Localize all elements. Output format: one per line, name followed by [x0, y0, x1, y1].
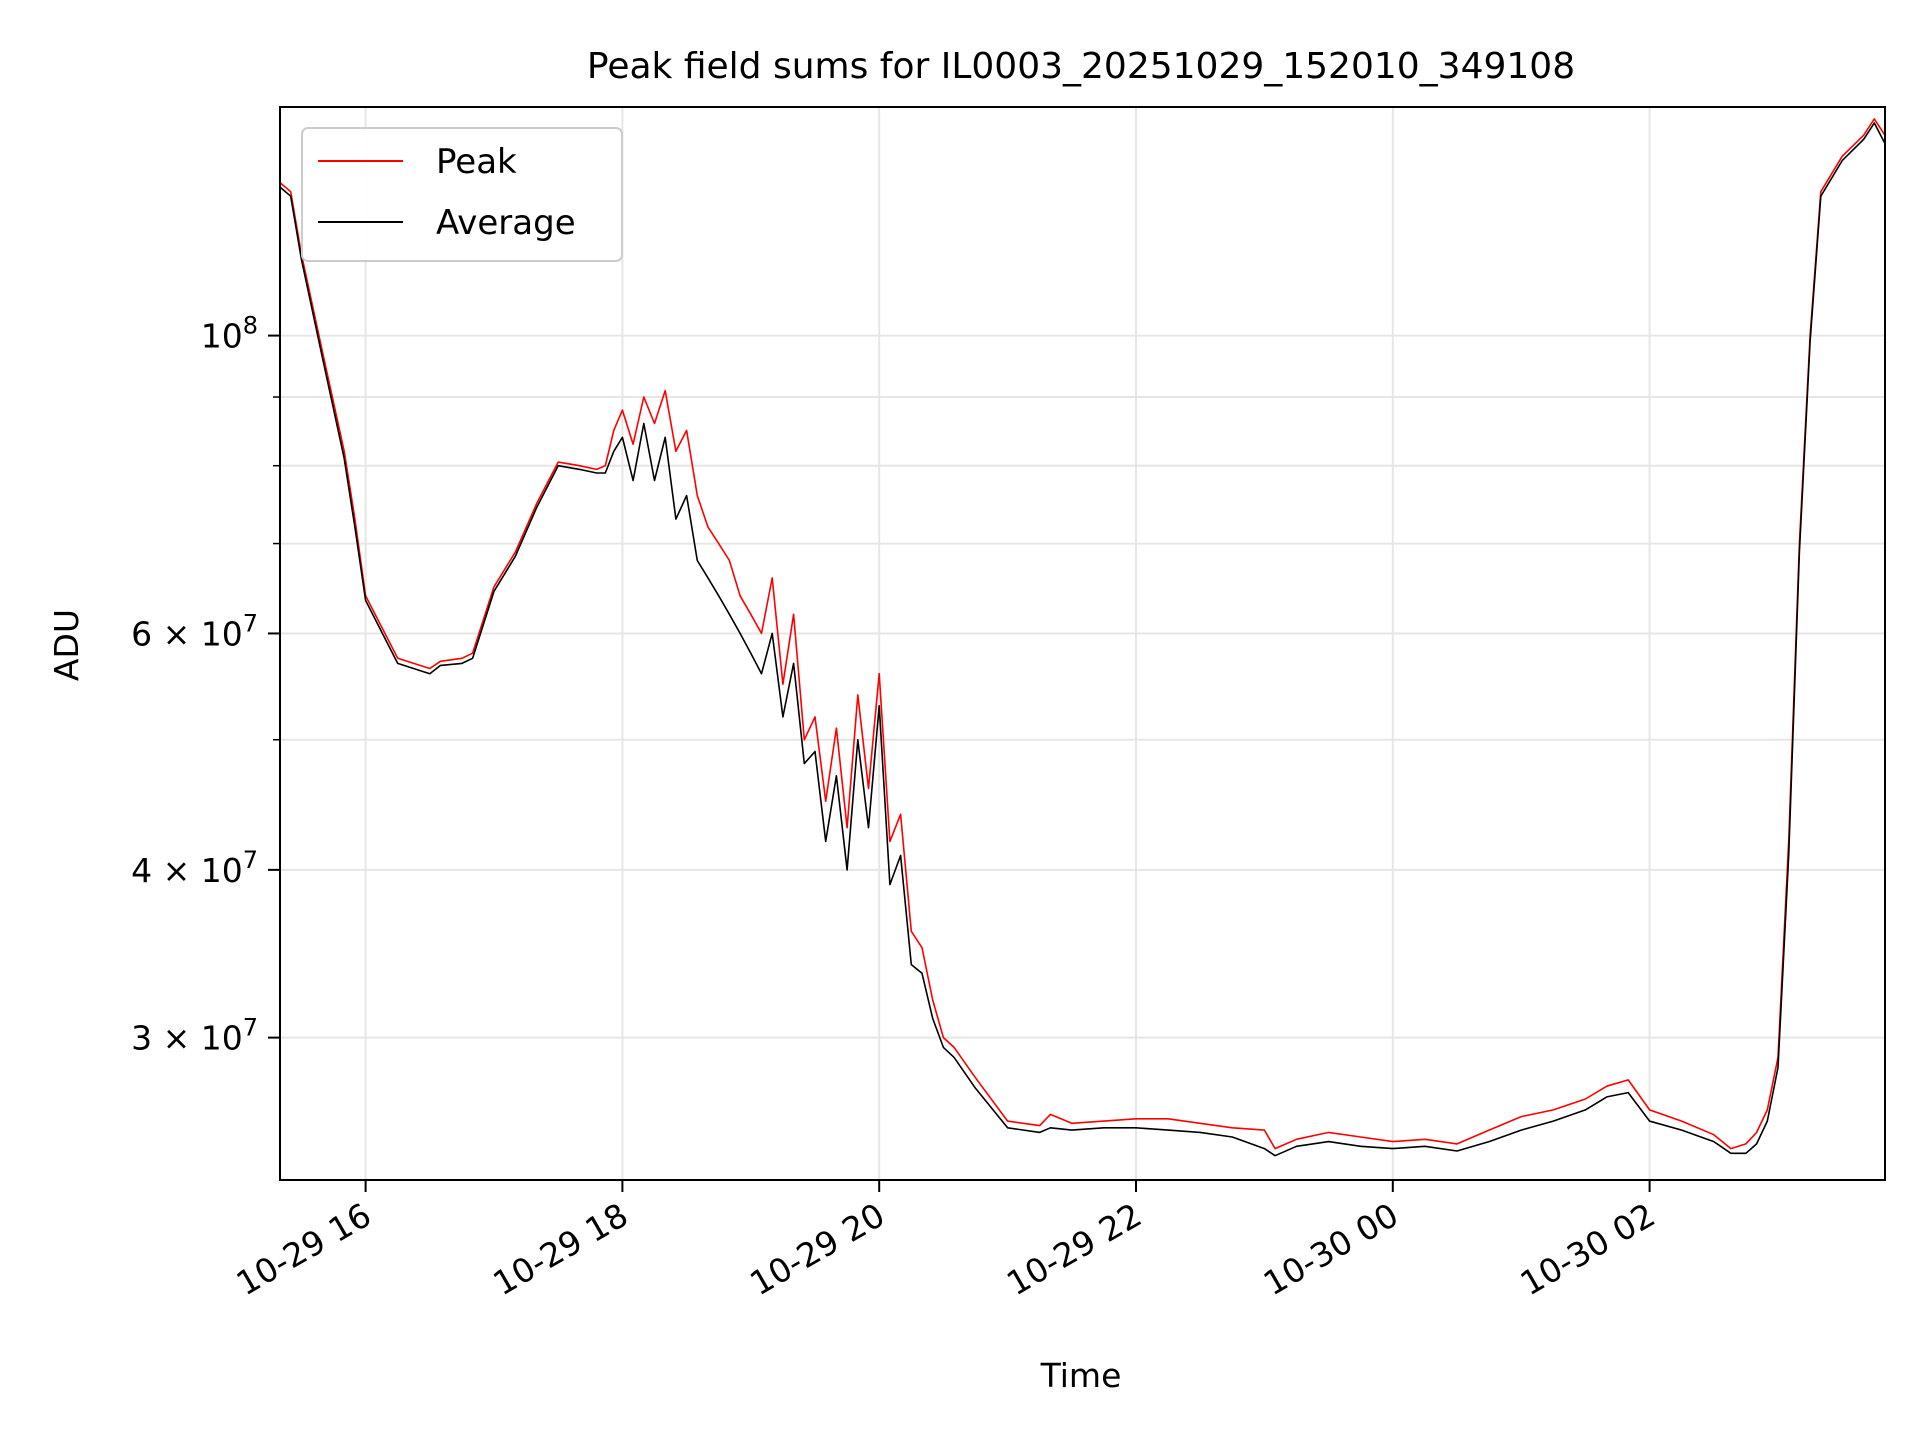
plot-frame	[279, 106, 1886, 1181]
x-axis-label: Time	[1040, 1356, 1122, 1395]
legend-label-peak: Peak	[436, 142, 517, 182]
grid	[280, 107, 1885, 1180]
chart-title: Peak field sums for IL0003_20251029_1520…	[587, 46, 1575, 87]
y-tick-label: 4 × 107	[131, 846, 258, 890]
y-tick-label: 108	[201, 312, 258, 356]
y-axis-label: ADU	[47, 609, 86, 681]
series-line-average	[279, 122, 1886, 1157]
series-line-peak	[279, 118, 1886, 1150]
y-axis: 3 × 107 4 × 107 6 × 107 108	[131, 312, 280, 1058]
series-layer	[279, 118, 1886, 1157]
legend-label-average: Average	[436, 203, 576, 243]
legend: Peak Average	[301, 127, 623, 262]
y-tick-label: 6 × 107	[131, 609, 258, 653]
y-tick-label: 3 × 107	[131, 1014, 258, 1058]
